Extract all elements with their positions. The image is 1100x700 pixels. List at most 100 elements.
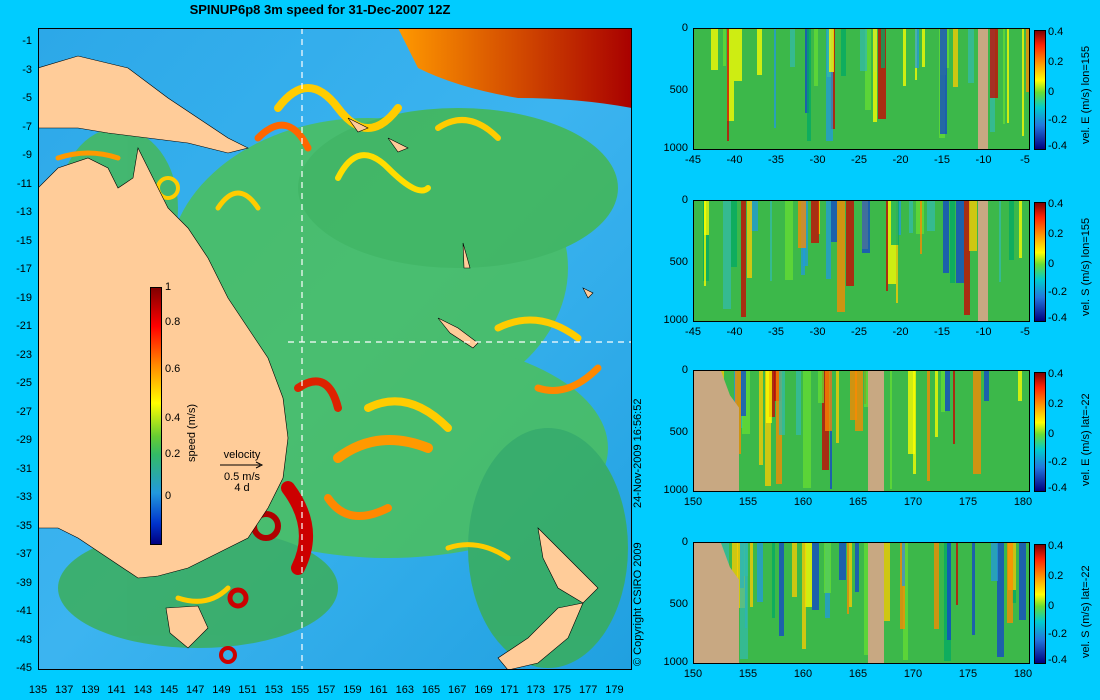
section-stripe: [812, 543, 819, 610]
section-stripe: [807, 29, 811, 141]
section-stripe: [818, 201, 820, 234]
section-stripe: [1018, 371, 1022, 401]
section-stripe: [864, 543, 868, 655]
lat-tick-label: -15: [16, 234, 32, 247]
new-zealand-north: [537, 527, 599, 604]
lon-tick-label: 147: [186, 684, 205, 696]
section-x-tick-label: 160: [793, 668, 813, 680]
section-x-tick-label: -10: [975, 154, 992, 166]
section-x-tick-label: -35: [768, 154, 784, 166]
lat-tick-label: -33: [16, 491, 32, 503]
lon-tick-label: 161: [369, 684, 388, 696]
section-colorbar-tick: 0.4: [1048, 540, 1064, 552]
section-stripe: [1009, 201, 1014, 260]
section-stripe: [1003, 29, 1005, 124]
section-stripe: [704, 201, 709, 235]
section-stripe: [973, 371, 981, 474]
section-stripe: [704, 201, 706, 286]
section-x-tick-label: 175: [958, 668, 978, 680]
section-stripe: [1007, 543, 1013, 623]
section-stripe: [915, 29, 919, 68]
speed-colorbar-tick: 0.8: [165, 316, 181, 328]
island: [387, 137, 409, 153]
section-stripe: [836, 371, 839, 443]
section-x-tick-label: -5: [1020, 154, 1030, 166]
section-x-tick-label: -5: [1020, 326, 1030, 338]
island: [347, 117, 369, 133]
lon-tick-label: 159: [343, 684, 362, 696]
section-stripe: [798, 201, 806, 248]
section-colorbar-tick: -0.4: [1048, 312, 1067, 324]
lat-tick-label: -7: [22, 120, 32, 133]
section-stripe: [968, 29, 974, 83]
lat-tick-label: -13: [16, 206, 32, 218]
section-stripe: [734, 29, 742, 81]
tasmania: [165, 605, 209, 649]
section-stripe: [903, 29, 906, 86]
section-stripe: [850, 371, 857, 420]
section-stripe: [886, 201, 888, 291]
lat-tick-label: -5: [22, 92, 32, 104]
lon-tick-label: 155: [290, 684, 310, 696]
section-y-tick-label: 500: [669, 256, 688, 268]
section-stripe: [818, 371, 824, 403]
lon-tick-label: 137: [55, 684, 74, 696]
section-stripe: [831, 201, 837, 242]
section-stripe: [999, 201, 1001, 282]
lat-tick-label: -27: [16, 405, 32, 418]
new-caledonia: [437, 317, 479, 349]
section-stripe: [908, 371, 915, 454]
section-x-tick-label: 170: [903, 496, 923, 508]
section-colorbar-tick: 0.2: [1048, 56, 1064, 68]
lon-tick-label: 143: [133, 684, 152, 696]
speed-colorbar-tick: 0.6: [165, 363, 181, 375]
section-stripe: [878, 29, 886, 119]
lat-tick-label: -23: [16, 348, 32, 361]
section-stripe: [943, 201, 949, 273]
section-stripe: [765, 371, 771, 486]
lon-tick-label: 151: [238, 684, 257, 696]
section-stripe: [759, 371, 763, 465]
section-stripe: [723, 29, 726, 66]
section-x-tick-label: 170: [903, 668, 923, 680]
section-colorbar-tick: -0.4: [1048, 654, 1067, 666]
section-y-tick-label: 500: [669, 84, 688, 96]
section-stripe: [1022, 29, 1024, 136]
section-y-tick-label: 1000: [663, 142, 688, 154]
section-y-tick-label: 0: [681, 536, 688, 548]
section-x-tick-label: 150: [683, 496, 703, 508]
section-y-tick-label: 1000: [663, 484, 688, 496]
lat-tick-label: -19: [16, 291, 32, 304]
lon-tick-label: 165: [421, 684, 441, 696]
section-land: [694, 371, 739, 491]
section-ylabel: vel. S (m/s) lat=-22: [1080, 565, 1092, 658]
section-stripe: [772, 543, 775, 618]
lat-tick-label: -43: [16, 633, 32, 646]
section-stripe: [825, 371, 832, 431]
section-stripe: [750, 543, 753, 607]
new-guinea: [38, 55, 249, 154]
map-frame: [38, 28, 632, 670]
section-stripe: [831, 29, 835, 129]
section-colorbar-tick: 0.4: [1048, 26, 1064, 38]
section-stripe: [792, 543, 797, 597]
speed-colorbar-label: speed (m/s): [186, 403, 198, 462]
section-x-tick-label: 155: [738, 496, 758, 508]
section-colorbar-tick: 0.4: [1048, 368, 1064, 380]
section-land: [868, 543, 884, 663]
section-colorbar-tick: 0.2: [1048, 228, 1064, 240]
section-stripe: [972, 543, 975, 635]
speed-colorbar-tick: 0.4: [165, 412, 181, 424]
section-x-tick-label: 150: [683, 668, 703, 680]
lon-tick-label: 167: [448, 684, 467, 696]
lon-tick-label: 175: [552, 684, 572, 696]
section-stripe: [865, 29, 871, 110]
section-stripe: [731, 201, 737, 267]
section-stripe: [997, 543, 1004, 657]
lat-tick-label: -39: [16, 576, 32, 589]
section-stripe: [873, 29, 877, 122]
section-stripe: [881, 29, 885, 68]
section-stripe: [732, 543, 738, 592]
timestamp: 24-Nov-2009 16:56:52: [632, 398, 644, 508]
section-plot: [693, 28, 1030, 150]
